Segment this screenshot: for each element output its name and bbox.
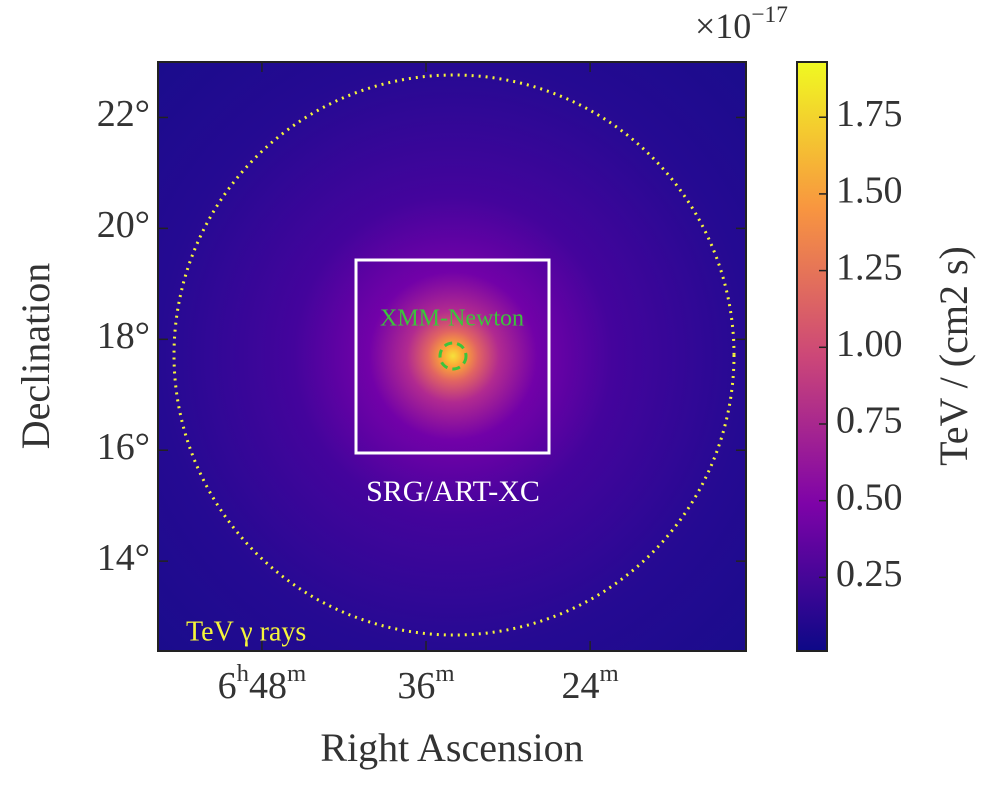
sky-map bbox=[158, 62, 746, 651]
plot-frame bbox=[157, 61, 747, 652]
srg-label: SRG/ART-XC bbox=[366, 475, 540, 508]
colorbar-tick-label: 0.50 bbox=[836, 476, 903, 518]
y-tick-label: 14° bbox=[97, 537, 150, 579]
colorbar-tick-label: 0.25 bbox=[836, 553, 903, 595]
x-tick-label: 36m bbox=[397, 660, 454, 707]
colorbar-tick-label: 1.00 bbox=[836, 323, 903, 365]
colorbar bbox=[796, 61, 828, 652]
colorbar-multiplier: ×10−17 bbox=[695, 2, 788, 46]
xmm-region bbox=[438, 341, 468, 371]
y-axis-title: Declination bbox=[13, 263, 58, 450]
tev-label: TeV γ rays bbox=[186, 616, 306, 647]
colorbar-tick-label: 1.25 bbox=[836, 246, 903, 288]
y-tick-label: 20° bbox=[97, 204, 150, 246]
colorbar-tick-label: 1.50 bbox=[836, 170, 903, 212]
x-tick-label: 24m bbox=[562, 660, 619, 707]
x-tick-label: 6h48m bbox=[218, 660, 307, 707]
y-tick-label: 16° bbox=[97, 426, 150, 468]
xmm-label: XMM-Newton bbox=[380, 306, 524, 332]
colorbar-tick-label: 0.75 bbox=[836, 400, 903, 442]
tev-region bbox=[172, 73, 736, 637]
colorbar-title: TeV / (cm2 s) bbox=[931, 246, 976, 466]
y-tick-label: 18° bbox=[97, 315, 150, 357]
srg-region bbox=[354, 258, 551, 455]
y-tick-label: 22° bbox=[97, 93, 150, 135]
colorbar-tick-label: 1.75 bbox=[836, 93, 903, 135]
x-axis-title: Right Ascension bbox=[320, 725, 583, 770]
